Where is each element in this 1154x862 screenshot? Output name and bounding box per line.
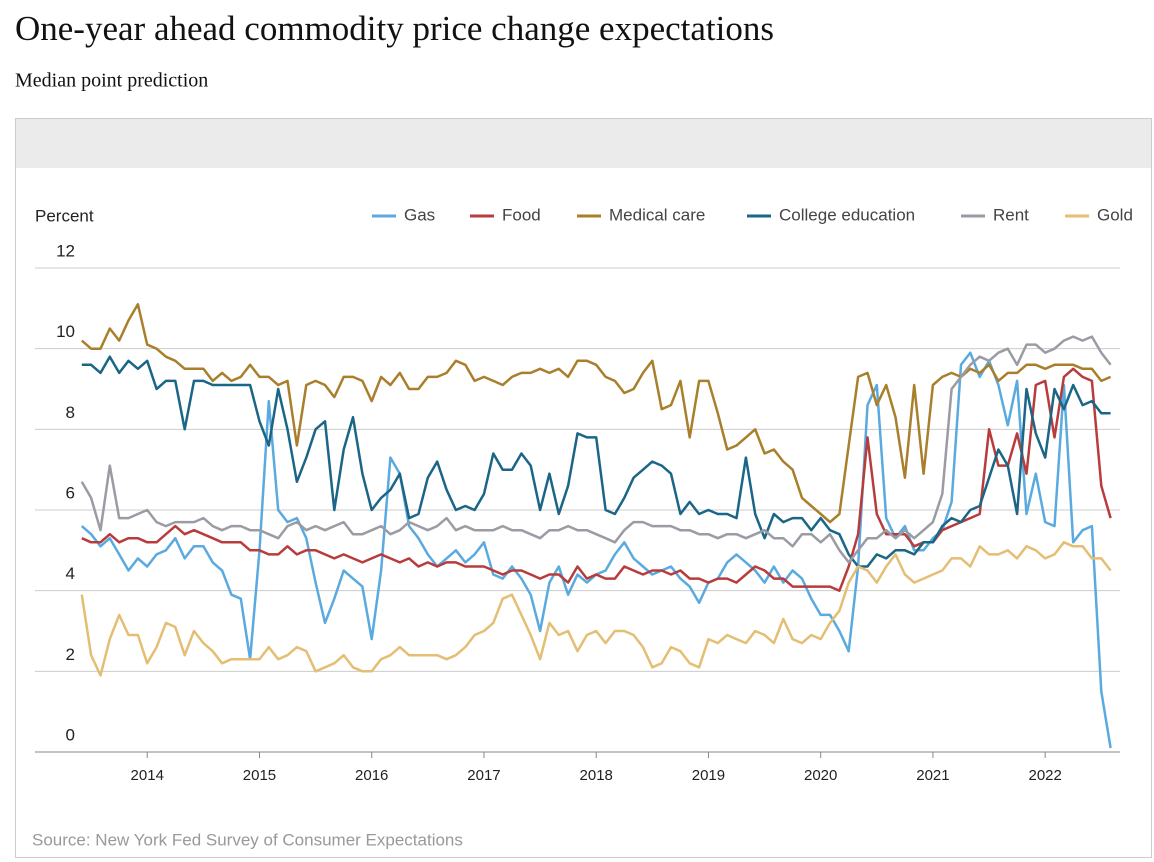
legend-label: Gas: [404, 205, 435, 224]
x-tick-label: 2019: [692, 767, 725, 784]
x-tick-label: 2016: [355, 767, 388, 784]
series-line: [80, 303, 1112, 524]
y-axis-label: Percent: [35, 206, 94, 225]
x-tick-label: 2015: [243, 767, 276, 784]
series-line: [81, 367, 1112, 592]
legend-label: Rent: [993, 205, 1029, 224]
chart-frame: [15, 118, 1152, 858]
source-note: Source: New York Fed Survey of Consumer …: [32, 830, 463, 849]
legend-label: Food: [502, 205, 541, 224]
legend-label: Medical care: [609, 205, 705, 224]
x-tick-label: 2022: [1028, 767, 1061, 784]
x-tick-label: 2021: [916, 767, 949, 784]
y-tick-label: 0: [66, 725, 75, 744]
x-tick-label: 2017: [467, 767, 500, 784]
y-tick-label: 6: [66, 483, 75, 502]
y-tick-label: 4: [66, 564, 75, 583]
y-tick-label: 2: [66, 645, 75, 664]
series-line: [80, 335, 1112, 564]
y-tick-label: 10: [56, 322, 75, 341]
y-tick-label: 8: [66, 403, 75, 422]
legend-label: Gold: [1097, 205, 1133, 224]
y-tick-label: 12: [56, 241, 75, 260]
x-tick-label: 2018: [580, 767, 613, 784]
header-band: [16, 119, 1151, 168]
legend-label: College education: [779, 205, 915, 224]
x-tick-label: 2020: [804, 767, 837, 784]
x-tick-label: 2014: [131, 767, 164, 784]
series-line: [80, 541, 1112, 677]
chart-subtitle: Median point prediction: [15, 70, 208, 92]
chart-title: One-year ahead commodity price change ex…: [15, 9, 774, 48]
series-line: [81, 355, 1111, 568]
